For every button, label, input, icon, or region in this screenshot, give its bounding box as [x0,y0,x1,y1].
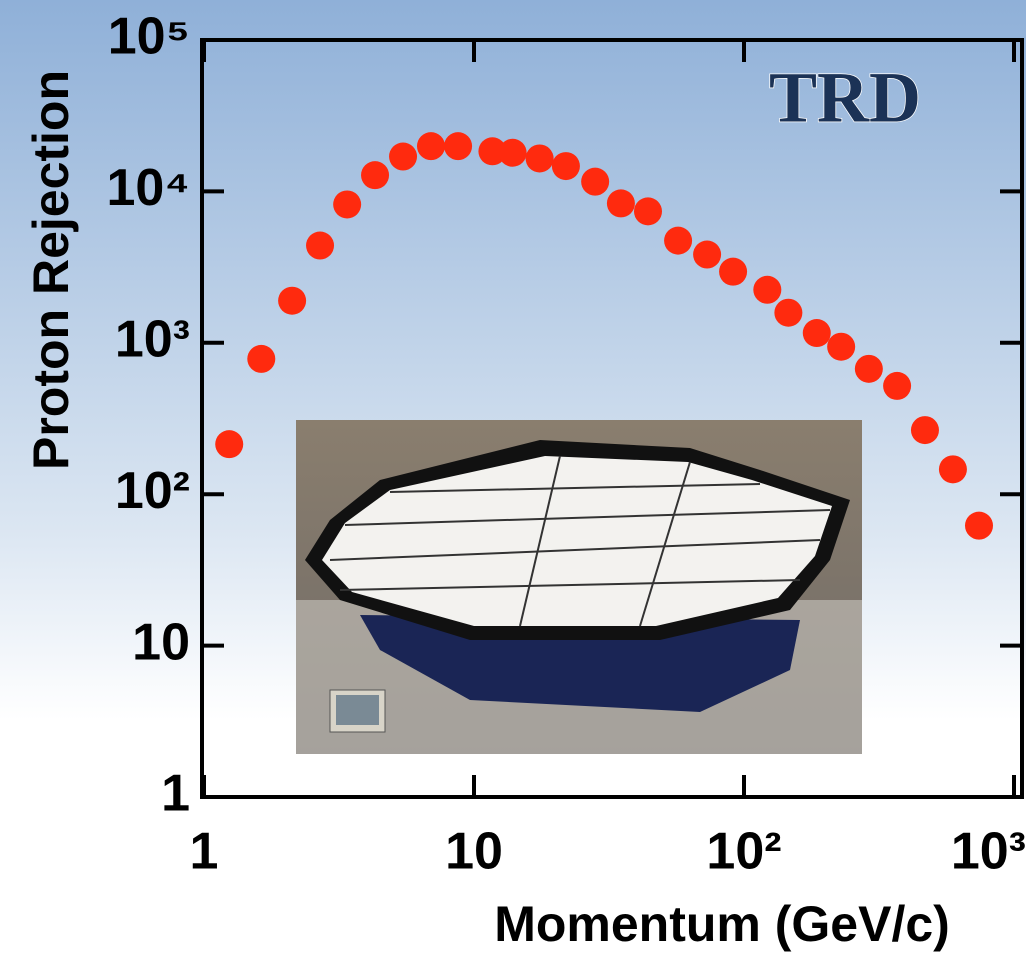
data-point [333,190,361,218]
data-point [215,430,243,458]
chart: 1 10 10² 10³ 10⁴ 10⁵ 1 10 10² 10³ TRD Momentum (G… [0,0,1026,960]
data-point [911,416,939,444]
y-tick-label: 1 [161,765,190,823]
y-tick-label: 10³ [115,311,190,369]
data-point [939,455,967,483]
x-tick-label: 10 [445,823,503,881]
data-point [753,276,781,304]
data-point [526,144,554,172]
x-tick-label: 10² [706,823,781,881]
data-point [634,197,662,225]
data-point [855,355,883,383]
data-point [278,287,306,315]
data-point [827,333,855,361]
data-point [306,232,334,260]
page: {"chart_data": { "type": "scatter", "ann… [0,0,1026,960]
y-axis-label: Proton Rejection [23,70,79,470]
data-point [247,345,275,373]
data-point [803,319,831,347]
y-tick-label: 10 [132,613,190,671]
data-point [607,189,635,217]
y-tick-label: 10⁵ [108,8,190,66]
x-axis-label: Momentum (GeV/c) [494,896,950,952]
y-tick-label: 10⁴ [106,159,190,217]
data-point [883,372,911,400]
data-point [361,161,389,189]
data-point [499,139,527,167]
data-point [552,152,580,180]
x-tick-label: 10³ [951,823,1026,881]
data-point [581,168,609,196]
data-point [444,132,472,160]
data-point [965,512,993,540]
data-point [693,241,721,269]
data-point [417,132,445,160]
photo-inset [296,420,862,754]
data-point [389,143,417,171]
x-tick-label: 1 [190,823,219,881]
data-point [719,258,747,286]
data-point [774,299,802,327]
y-tick-label: 10² [115,462,190,520]
data-point [664,227,692,255]
annotation: TRD [769,58,921,138]
